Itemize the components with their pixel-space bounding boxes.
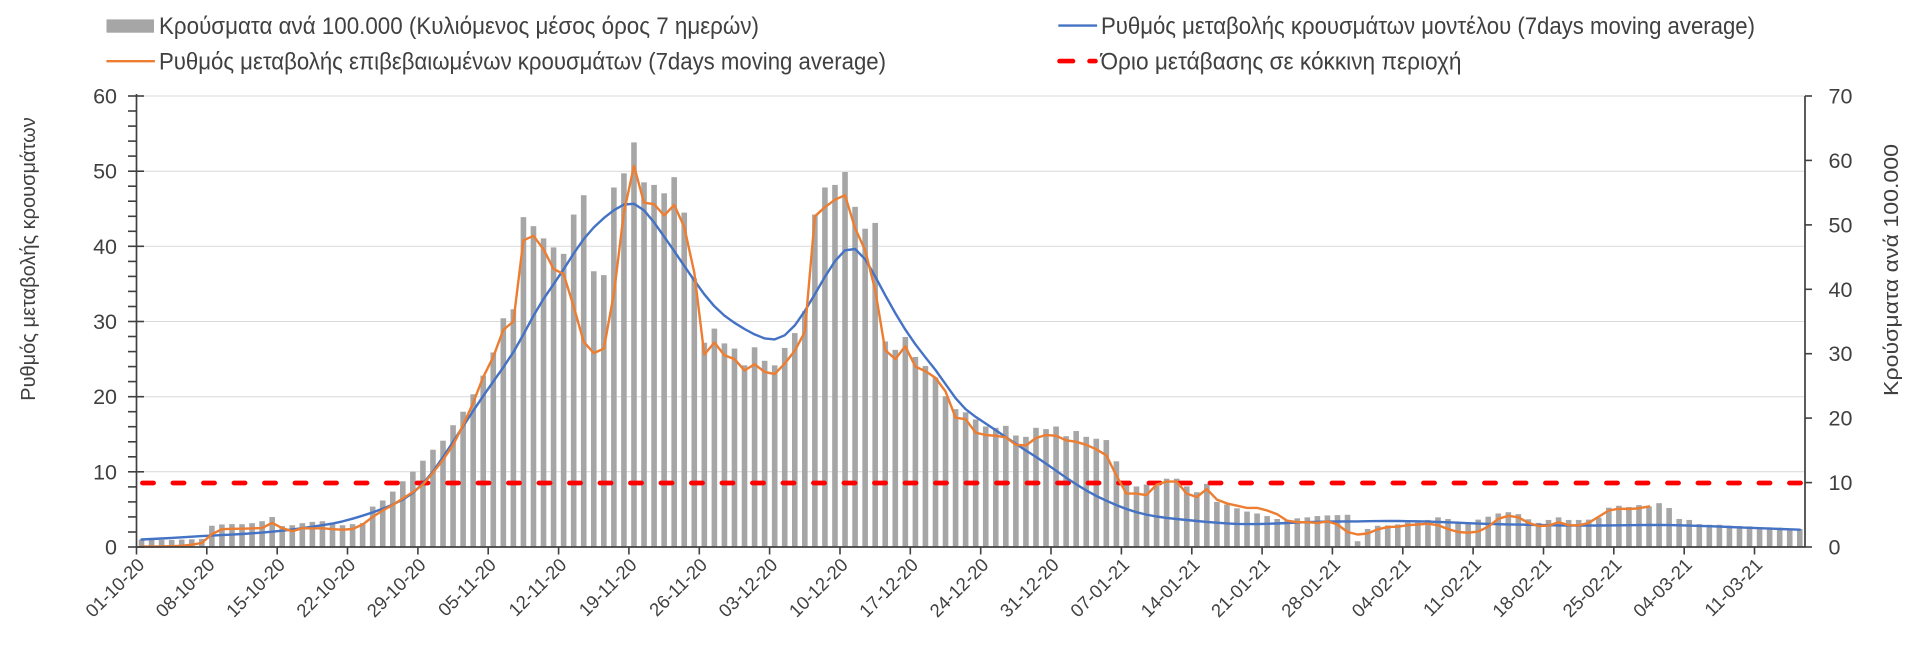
- svg-text:40: 40: [1829, 278, 1853, 302]
- svg-text:10: 10: [1829, 471, 1853, 495]
- svg-text:Κρούσματα ανά 100.000: Κρούσματα ανά 100.000: [1881, 144, 1903, 396]
- svg-text:50: 50: [1829, 213, 1853, 237]
- svg-text:0: 0: [105, 536, 117, 560]
- svg-text:50: 50: [93, 160, 117, 184]
- svg-text:60: 60: [1829, 149, 1853, 173]
- svg-text:60: 60: [93, 85, 117, 109]
- svg-text:20: 20: [1829, 407, 1853, 431]
- svg-text:30: 30: [1829, 342, 1853, 366]
- svg-text:70: 70: [1829, 85, 1853, 109]
- svg-text:Ρυθμός μεταβολής κρουσμάτων μο: Ρυθμός μεταβολής κρουσμάτων μοντέλου (7d…: [1101, 13, 1755, 40]
- svg-text:30: 30: [93, 310, 117, 334]
- svg-text:Κρούσματα ανά 100.000 (Κυλιόμε: Κρούσματα ανά 100.000 (Κυλιόμενος μέσος …: [159, 13, 759, 40]
- svg-text:20: 20: [93, 385, 117, 409]
- svg-text:Ρυθμός μεταβολής επιβεβαιωμένω: Ρυθμός μεταβολής επιβεβαιωμένων κρουσμάτ…: [159, 49, 886, 76]
- svg-text:40: 40: [93, 235, 117, 259]
- svg-text:Όριο μετάβασης σε κόκκινη περι: Όριο μετάβασης σε κόκκινη περιοχή: [1100, 49, 1462, 76]
- svg-text:0: 0: [1829, 536, 1841, 560]
- svg-text:10: 10: [93, 460, 117, 484]
- svg-text:Ρυθμός μεταβολής κρουσμάτων: Ρυθμός μεταβολής κρουσμάτων: [18, 117, 40, 401]
